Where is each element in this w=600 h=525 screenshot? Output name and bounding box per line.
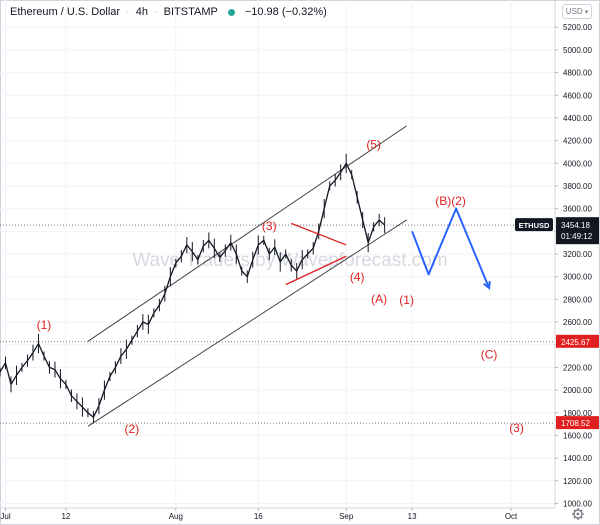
y-tick-label: 4200.00 bbox=[563, 137, 592, 146]
price-line bbox=[0, 162, 386, 418]
y-tick-label: 4800.00 bbox=[563, 69, 592, 78]
x-tick-label: 16 bbox=[254, 512, 263, 521]
channel-lines bbox=[87, 125, 407, 427]
price-series bbox=[0, 153, 386, 424]
price-change: −10.98 (−0.32%) bbox=[244, 6, 327, 18]
y-tick-label: 3200.00 bbox=[563, 250, 592, 259]
countdown-label: 01:49:12 bbox=[561, 232, 593, 241]
level-price-label: 2425.67 bbox=[561, 338, 590, 347]
red-trendlines bbox=[285, 222, 347, 286]
wave-label: (2) bbox=[125, 422, 140, 436]
chevron-down-icon: ▾ bbox=[584, 8, 589, 16]
y-tick-label: 1400.00 bbox=[563, 454, 592, 463]
gear-icon[interactable] bbox=[572, 508, 584, 520]
wave-labels: (1) (2) (3) (4) (5) (A) (1) (B)(2) (C) (3) bbox=[37, 138, 524, 437]
forecast-arrowhead bbox=[482, 280, 491, 290]
ticker-badge bbox=[515, 218, 553, 232]
wave-label: (C) bbox=[481, 347, 498, 361]
currency-label: USD bbox=[565, 7, 583, 16]
x-tick-label: Oct bbox=[505, 512, 518, 521]
separator: · bbox=[126, 6, 130, 18]
grid bbox=[0, 0, 555, 508]
ticker-badge-label: ETHUSD bbox=[519, 221, 550, 230]
wave-label: (1) bbox=[37, 318, 52, 332]
y-tick-label: 4400.00 bbox=[563, 114, 592, 123]
red-trendline bbox=[291, 222, 347, 246]
x-tick-label: Sep bbox=[339, 512, 354, 521]
watermark: Wave Traders by Wavepforecast.com bbox=[132, 250, 447, 271]
interval-label[interactable]: 4h bbox=[135, 6, 148, 18]
forecast-path bbox=[411, 207, 491, 290]
y-tick-label: 3000.00 bbox=[563, 273, 592, 282]
currency-dropdown[interactable]: USD ▾ bbox=[562, 4, 592, 19]
market-status-icon bbox=[227, 8, 235, 16]
y-tick-label: 5000.00 bbox=[563, 46, 592, 55]
wave-label: (1) bbox=[399, 293, 414, 307]
y-tick-label: 5200.00 bbox=[563, 23, 592, 32]
level-price-badge bbox=[556, 416, 599, 430]
chart-header: Ethereum / U.S. Dollar · 4h · BITSTAMP −… bbox=[10, 3, 327, 21]
level-price-label: 1708.52 bbox=[561, 419, 590, 428]
forecast-line bbox=[411, 207, 491, 289]
y-tick-label: 4600.00 bbox=[563, 91, 592, 100]
symbol-name[interactable]: Ethereum / U.S. Dollar bbox=[10, 6, 121, 18]
last-price-label: 3454.18 bbox=[561, 221, 590, 230]
y-tick-label: 2600.00 bbox=[563, 318, 592, 327]
y-tick-label: 2200.00 bbox=[563, 363, 592, 372]
channel-line bbox=[87, 125, 407, 342]
x-tick-label: Aug bbox=[169, 512, 183, 521]
wave-label: (B)(2) bbox=[435, 194, 466, 208]
x-tick-label: 12 bbox=[61, 512, 70, 521]
time-axis: Jul 12 Aug 16 Sep 13 Oct bbox=[0, 507, 555, 521]
y-tick-label: 3600.00 bbox=[563, 205, 592, 214]
y-tick-label: 2800.00 bbox=[563, 295, 592, 304]
y-tick-label: 3800.00 bbox=[563, 182, 592, 191]
exchange-label: BITSTAMP bbox=[163, 6, 218, 18]
y-tick-label: 1000.00 bbox=[563, 499, 592, 508]
y-tick-label: 1800.00 bbox=[563, 409, 592, 418]
y-tick-label: 1200.00 bbox=[563, 477, 592, 486]
wave-label: (A) bbox=[371, 292, 387, 306]
channel-line bbox=[87, 219, 407, 427]
y-tick-label: 1600.00 bbox=[563, 431, 592, 440]
last-price-badge bbox=[556, 217, 599, 245]
x-tick-label: Jul bbox=[0, 512, 10, 521]
price-axis: 1000.00 1200.00 1400.00 1600.00 1800.00 2000.… bbox=[554, 0, 592, 508]
wave-label: (3) bbox=[262, 219, 277, 233]
x-tick-label: 13 bbox=[408, 512, 417, 521]
red-trendline bbox=[285, 255, 347, 286]
level-price-badge bbox=[556, 334, 599, 348]
wave-label: (4) bbox=[350, 270, 365, 284]
price-markers: ETHUSD 3454.18 01:49:12 2425.67 1708.52 bbox=[515, 217, 599, 430]
separator: · bbox=[153, 6, 158, 18]
wave-label: (5) bbox=[366, 138, 381, 152]
y-tick-label: 2000.00 bbox=[563, 386, 592, 395]
wave-label: (3) bbox=[509, 421, 524, 435]
y-tick-label: 4000.00 bbox=[563, 159, 592, 168]
